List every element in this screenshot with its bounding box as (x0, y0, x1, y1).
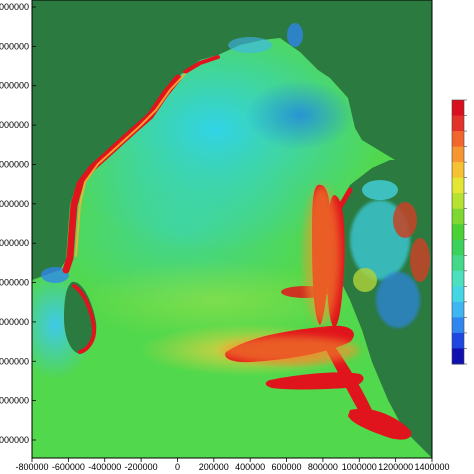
y-tick-label: 000000 (0, 81, 29, 91)
y-tick-label: 000000 (0, 120, 29, 130)
x-tick-label: 200000 (199, 462, 229, 472)
y-tick-label: 000000 (0, 317, 29, 327)
colorbar-frame (451, 99, 465, 365)
colorbar-swatch (452, 162, 464, 179)
colorbar-swatch (452, 131, 464, 148)
colorbar-swatch (452, 301, 464, 318)
y-tick-label: 000000 (0, 2, 29, 12)
streak-diagonal (326, 340, 375, 425)
x-tick-label: -200000 (125, 462, 158, 472)
y-tick-label: 000000 (0, 435, 29, 445)
x-tick-label: 1400000 (414, 462, 449, 472)
blue-northeast-region (245, 80, 355, 150)
colorbar-swatch (452, 193, 464, 210)
land-north (32, 0, 432, 280)
colorbar (451, 99, 467, 365)
x-axis: -800000 -600000 -400000 -200000 0 200000 40000… (15, 458, 450, 472)
map-plot-area (32, 0, 432, 458)
coastal-orange-rim (75, 73, 186, 257)
x-tick-label: 1000000 (342, 462, 377, 472)
x-tick-label: 800000 (308, 462, 338, 472)
colorbar-swatch (452, 100, 464, 117)
colorbar-swatch (452, 146, 464, 163)
streak-band-south (265, 372, 364, 390)
y-tick-label: 000000 (0, 199, 29, 209)
colorbar-swatch (452, 239, 464, 256)
x-tick-label: 0 (175, 462, 180, 472)
colorbar-swatch (452, 348, 464, 365)
light-green-band (75, 260, 355, 340)
colorbar-swatch (452, 224, 464, 241)
colorbar-swatch (452, 286, 464, 303)
colorbar-swatch (452, 177, 464, 194)
y-tick-label: 000000 (0, 41, 29, 51)
y-axis: 000000 000000 000000 000000 000000 000000 0000… (0, 2, 36, 445)
land-inland-patches (41, 23, 430, 328)
colorbar-swatch (452, 317, 464, 334)
land-sri-lanka (64, 281, 97, 354)
streak-south-east (348, 408, 412, 440)
colorbar-swatch (452, 270, 464, 287)
y-tick-label: 000000 (0, 159, 29, 169)
x-tick-label: 600000 (272, 462, 302, 472)
x-tick-label: -600000 (52, 462, 85, 472)
y-tick-label: 000000 (0, 238, 29, 248)
y-tick-label: 000000 (0, 356, 29, 366)
colorbar-swatch (452, 255, 464, 272)
y-tick-label: 000000 (0, 396, 29, 406)
x-tick-label: 400000 (235, 462, 265, 472)
x-tick-label: -400000 (88, 462, 121, 472)
colorbar-swatch (452, 208, 464, 225)
colorbar-swatch (452, 115, 464, 132)
streak-glow (220, 185, 360, 364)
plot-frame (31, 0, 433, 459)
y-tick-label: 000000 (0, 278, 29, 288)
x-tick-label: -800000 (15, 462, 48, 472)
colorbar-swatch (452, 332, 464, 349)
x-tick-label: 1200000 (378, 462, 413, 472)
